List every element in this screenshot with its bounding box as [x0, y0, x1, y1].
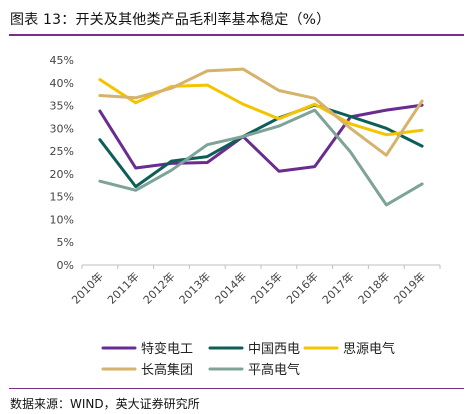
- x-tick-label: 2013年: [176, 269, 213, 306]
- x-tick-label: 2015年: [248, 269, 285, 306]
- y-tick-label: 15%: [50, 191, 74, 204]
- y-tick-label: 45%: [50, 54, 74, 67]
- source-note: 数据来源：WIND，英大证券研究所: [10, 397, 200, 411]
- x-tick-label: 2012年: [140, 269, 177, 306]
- legend-item: 中国西电: [208, 342, 300, 357]
- y-tick-label: 20%: [50, 168, 74, 181]
- x-tick-label: 2017年: [319, 269, 356, 306]
- x-tick-label: 2018年: [355, 269, 392, 306]
- source-divider: [9, 388, 464, 389]
- y-tick-label: 10%: [50, 213, 74, 226]
- x-tick-label: 2014年: [212, 269, 249, 306]
- legend-label: 特变电工: [141, 341, 193, 357]
- series-line: [98, 103, 424, 173]
- y-tick-label: 30%: [50, 122, 74, 135]
- x-tick-label: 2016年: [283, 269, 320, 306]
- x-axis-ticks: 2010年 2011年 2012年 2013年 2014年 2015年 2016年 2017年…: [69, 269, 429, 306]
- legend-item: 长高集团: [101, 362, 193, 378]
- figure-title: 图表 13：开关及其他类产品毛利率基本稳定（%）: [10, 12, 331, 28]
- legend-label: 思源电气: [343, 341, 395, 357]
- series-line: [98, 103, 424, 189]
- legend-item: 思源电气: [303, 341, 395, 357]
- y-axis-ticks: 0% 5% 10% 15% 20% 25% 30% 35% 40% 45%: [50, 54, 74, 272]
- series-lines: [98, 67, 424, 207]
- series-line: [98, 67, 424, 157]
- y-tick-label: 35%: [50, 100, 74, 113]
- legend-label: 平高电气: [248, 362, 300, 378]
- legend-label: 长高集团: [141, 362, 193, 378]
- y-tick-label: 5%: [57, 236, 74, 249]
- y-tick-label: 25%: [50, 145, 74, 158]
- y-tick-label: 40%: [50, 77, 74, 90]
- x-tick-label: 2019年: [391, 269, 428, 306]
- x-tick-label: 2011年: [104, 269, 141, 306]
- legend-item: 特变电工: [101, 341, 193, 357]
- line-chart: 0%5%10%15%20%25%30%35%40%45% 2010年 2011年 2…: [50, 54, 441, 378]
- title-divider: [9, 34, 464, 36]
- series-line: [98, 78, 424, 137]
- series-line: [98, 108, 424, 207]
- chart-axes: [81, 264, 441, 269]
- legend-item: 平高电气: [208, 362, 300, 378]
- y-tick-label: 0%: [57, 259, 74, 272]
- legend-label: 中国西电: [248, 342, 300, 357]
- x-tick-label: 2010年: [69, 269, 106, 306]
